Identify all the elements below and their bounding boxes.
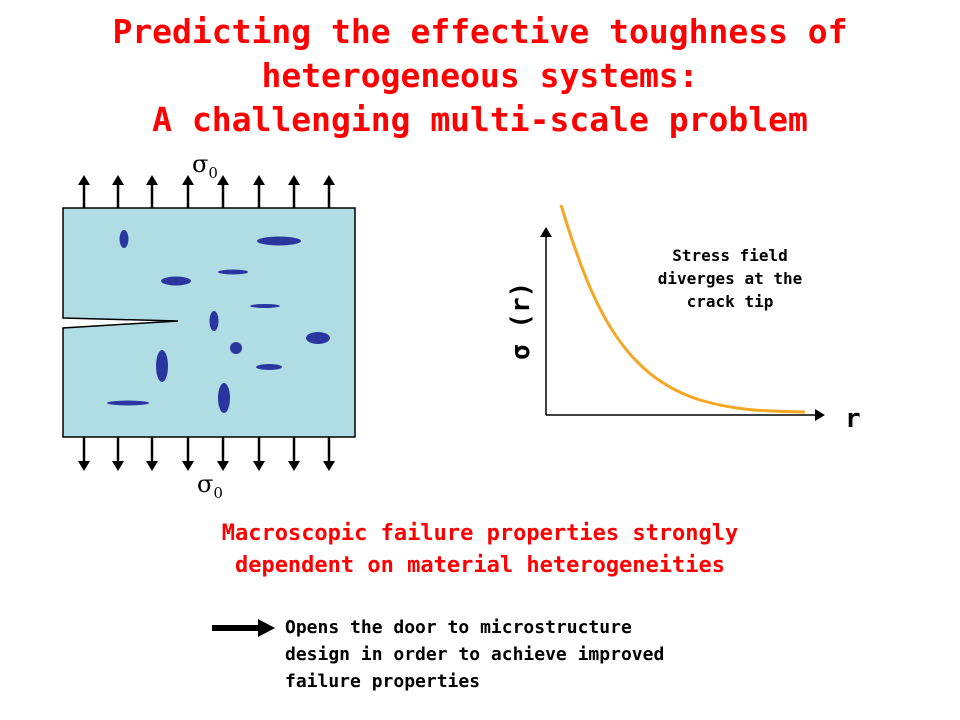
macro-line-1: Macroscopic failure properties strongly	[221, 521, 739, 546]
inclusion	[230, 342, 242, 354]
inclusion	[257, 236, 301, 246]
bottom-load-arrows	[78, 437, 335, 471]
conclusion-line: Opens the door to microstructure	[285, 617, 632, 638]
sigma-symbol: σ	[192, 150, 209, 178]
inclusion	[250, 304, 280, 308]
sigma-subscript: 0	[213, 483, 223, 502]
slide-title: Predicting the effective toughness of he…	[0, 10, 960, 142]
x-axis-label: r	[845, 404, 861, 434]
sigma-top-label: σ0	[192, 150, 218, 182]
stress-curve	[559, 204, 806, 414]
inclusion	[218, 383, 230, 413]
title-line-1: Predicting the effective toughness of	[112, 12, 848, 51]
macro-line-2: dependent on material heterogeneities	[234, 553, 726, 578]
inclusion	[161, 276, 191, 286]
sigma-symbol: σ	[197, 470, 214, 498]
inclusion	[306, 332, 330, 344]
note-line: crack tip	[686, 292, 774, 311]
inclusion	[209, 311, 219, 331]
conclusion-text: Opens the door to microstructure design …	[285, 614, 785, 695]
macroscopic-statement: Macroscopic failure properties strongly …	[0, 518, 960, 582]
cracked-specimen	[62, 207, 356, 438]
inclusion	[119, 230, 129, 248]
inclusion	[256, 364, 282, 370]
conclusion-arrow	[212, 619, 275, 637]
stress-field-note: Stress field diverges at the crack tip	[630, 244, 830, 313]
y-axis-label: σ (r)	[506, 281, 536, 360]
inclusion	[107, 400, 149, 406]
sigma-subscript: 0	[208, 163, 218, 182]
inclusion	[218, 269, 248, 275]
top-load-arrows	[78, 175, 335, 208]
title-line-3: A challenging multi-scale problem	[152, 100, 808, 139]
stress-plot-axes	[540, 227, 825, 421]
note-line: diverges at the	[657, 269, 803, 288]
title-line-2: heterogeneous systems:	[261, 56, 699, 95]
note-line: Stress field	[672, 246, 788, 265]
inclusion	[156, 350, 168, 382]
conclusion-line: failure properties	[285, 671, 481, 692]
conclusion-line: design in order to achieve improved	[285, 644, 665, 665]
inclusions	[107, 230, 330, 413]
sigma-bottom-label: σ0	[197, 470, 223, 502]
